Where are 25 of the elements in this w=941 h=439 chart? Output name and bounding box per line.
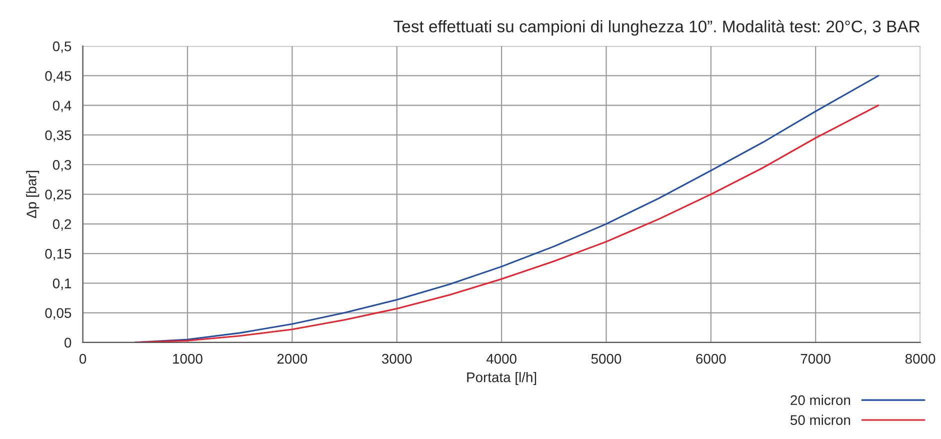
x-tick-label: 1000 (173, 354, 202, 364)
y-tick-label: 0,45 (45, 71, 72, 83)
y-tick-label: 0,3 (52, 160, 72, 172)
legend-label: 20 micron (790, 394, 850, 406)
y-tick-label: 0,1 (52, 278, 72, 290)
x-tick-label: 0 (79, 354, 86, 364)
x-tick-label: 2000 (277, 354, 308, 364)
x-tick-label: 3000 (382, 354, 412, 364)
y-tick-label: 0,2 (52, 219, 71, 231)
x-tick-label: 4000 (486, 354, 516, 364)
x-tick-label: 6000 (696, 354, 726, 364)
y-tick-label: 0,05 (45, 308, 72, 320)
legend-label: 50 micron (790, 414, 850, 425)
x-axis-title: Portata [l/h] (467, 372, 536, 385)
y-tick-label: 0,25 (45, 190, 72, 202)
chart-title: Test effettuati su campioni di lunghezza 10”. Modalità test: 20°C, 3 BAR (394, 20, 920, 36)
y-tick-label: 0,15 (45, 248, 72, 260)
y-tick-label: 0,5 (52, 41, 72, 53)
x-tick-label: 5000 (591, 354, 622, 364)
y-tick-label: 0,35 (45, 130, 72, 142)
y-tick-label: 0,4 (52, 100, 72, 112)
y-tick-label: 0 (64, 338, 72, 348)
x-tick-label: 8000 (905, 354, 936, 364)
y-axis-title: Δp [bar] (26, 170, 40, 218)
x-tick-label: 7000 (800, 354, 831, 364)
